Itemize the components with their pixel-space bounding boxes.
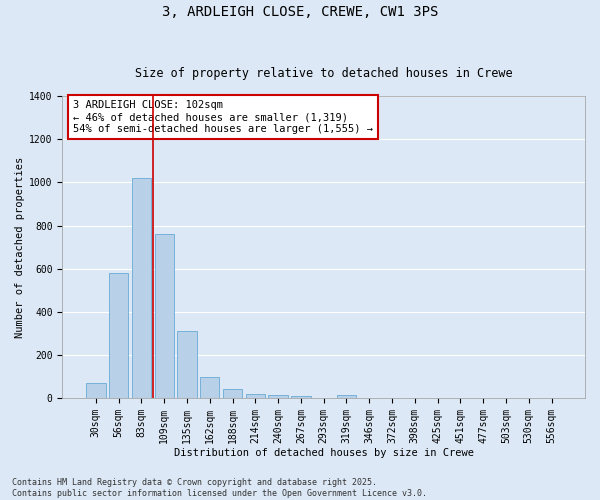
Bar — [155, 234, 174, 398]
Title: Size of property relative to detached houses in Crewe: Size of property relative to detached ho… — [135, 66, 512, 80]
Bar — [177, 332, 197, 398]
Bar — [245, 394, 265, 398]
Bar — [109, 273, 128, 398]
Bar — [200, 377, 220, 398]
Bar — [132, 178, 151, 398]
X-axis label: Distribution of detached houses by size in Crewe: Distribution of detached houses by size … — [173, 448, 473, 458]
Text: 3, ARDLEIGH CLOSE, CREWE, CW1 3PS: 3, ARDLEIGH CLOSE, CREWE, CW1 3PS — [162, 5, 438, 19]
Bar — [291, 396, 311, 398]
Text: 3 ARDLEIGH CLOSE: 102sqm
← 46% of detached houses are smaller (1,319)
54% of sem: 3 ARDLEIGH CLOSE: 102sqm ← 46% of detach… — [73, 100, 373, 134]
Bar — [268, 395, 288, 398]
Bar — [86, 383, 106, 398]
Bar — [223, 388, 242, 398]
Bar — [337, 395, 356, 398]
Text: Contains HM Land Registry data © Crown copyright and database right 2025.
Contai: Contains HM Land Registry data © Crown c… — [12, 478, 427, 498]
Y-axis label: Number of detached properties: Number of detached properties — [15, 156, 25, 338]
